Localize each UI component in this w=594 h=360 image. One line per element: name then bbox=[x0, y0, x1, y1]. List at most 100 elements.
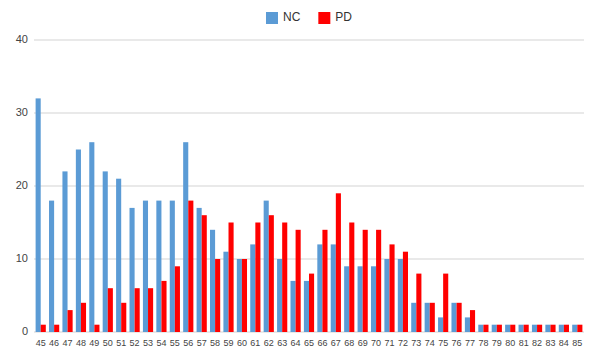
x-tick-label: 48 bbox=[76, 338, 86, 348]
bar bbox=[170, 201, 175, 332]
bar bbox=[264, 201, 269, 332]
bar bbox=[62, 171, 67, 332]
x-tick-label: 45 bbox=[36, 338, 46, 348]
x-tick-label: 53 bbox=[143, 338, 153, 348]
y-tick-label: 30 bbox=[16, 106, 28, 118]
bar bbox=[116, 179, 121, 332]
bar bbox=[143, 201, 148, 332]
x-tick-label: 52 bbox=[130, 338, 140, 348]
x-tick-label: 70 bbox=[371, 338, 381, 348]
bar bbox=[89, 142, 94, 332]
bar bbox=[510, 325, 515, 332]
bar bbox=[161, 281, 166, 332]
x-tick-label: 73 bbox=[411, 338, 421, 348]
bar bbox=[371, 266, 376, 332]
bar bbox=[336, 193, 341, 332]
x-tick-label: 69 bbox=[358, 338, 368, 348]
bar bbox=[403, 252, 408, 332]
x-tick-label: 57 bbox=[197, 338, 207, 348]
bar bbox=[425, 303, 430, 332]
bar bbox=[130, 208, 135, 332]
bar bbox=[537, 325, 542, 332]
bar bbox=[389, 244, 394, 332]
bar bbox=[559, 325, 564, 332]
bar bbox=[363, 230, 368, 332]
chart-svg: 0102030404546474849505152535455565758596… bbox=[0, 0, 594, 360]
bar bbox=[156, 201, 161, 332]
bar bbox=[572, 325, 577, 332]
bar bbox=[223, 252, 228, 332]
bar bbox=[524, 325, 529, 332]
bar bbox=[277, 259, 282, 332]
bar bbox=[545, 325, 550, 332]
bar bbox=[384, 259, 389, 332]
bar bbox=[81, 303, 86, 332]
x-tick-label: 83 bbox=[545, 338, 555, 348]
bar bbox=[202, 215, 207, 332]
bar bbox=[148, 288, 153, 332]
x-tick-label: 80 bbox=[505, 338, 515, 348]
y-tick-label: 40 bbox=[16, 33, 28, 45]
x-tick-label: 84 bbox=[559, 338, 569, 348]
x-tick-label: 47 bbox=[63, 338, 73, 348]
legend: NC PD bbox=[266, 10, 352, 24]
bar bbox=[398, 259, 403, 332]
x-tick-label: 54 bbox=[156, 338, 166, 348]
bar bbox=[269, 215, 274, 332]
bar bbox=[210, 230, 215, 332]
x-tick-label: 60 bbox=[237, 338, 247, 348]
legend-label: PD bbox=[335, 10, 352, 24]
legend-swatch bbox=[266, 12, 278, 24]
bar bbox=[317, 244, 322, 332]
bar bbox=[416, 274, 421, 332]
bar bbox=[577, 325, 582, 332]
x-tick-label: 76 bbox=[452, 338, 462, 348]
bar bbox=[255, 223, 260, 333]
bar bbox=[411, 303, 416, 332]
bar bbox=[282, 223, 287, 333]
bar bbox=[505, 325, 510, 332]
bar bbox=[188, 201, 193, 332]
x-tick-label: 65 bbox=[304, 338, 314, 348]
bar bbox=[331, 244, 336, 332]
x-tick-label: 62 bbox=[264, 338, 274, 348]
bar bbox=[290, 281, 295, 332]
bars bbox=[36, 98, 583, 332]
bar bbox=[215, 259, 220, 332]
x-tick-label: 78 bbox=[478, 338, 488, 348]
x-tick-label: 74 bbox=[425, 338, 435, 348]
bar bbox=[438, 317, 443, 332]
y-tick-label: 0 bbox=[22, 325, 28, 337]
bar bbox=[242, 259, 247, 332]
bar bbox=[296, 230, 301, 332]
bar bbox=[108, 288, 113, 332]
x-tick-label: 71 bbox=[384, 338, 394, 348]
bar bbox=[376, 230, 381, 332]
x-tick-label: 75 bbox=[438, 338, 448, 348]
bar bbox=[54, 325, 59, 332]
x-tick-label: 77 bbox=[465, 338, 475, 348]
bar bbox=[36, 98, 41, 332]
bar bbox=[519, 325, 524, 332]
bar bbox=[465, 317, 470, 332]
x-tick-label: 79 bbox=[492, 338, 502, 348]
bar bbox=[443, 274, 448, 332]
bar bbox=[451, 303, 456, 332]
bar bbox=[41, 325, 46, 332]
bar bbox=[237, 259, 242, 332]
x-tick-label: 81 bbox=[519, 338, 529, 348]
x-tick-label: 50 bbox=[103, 338, 113, 348]
bar bbox=[304, 281, 309, 332]
x-tick-label: 58 bbox=[210, 338, 220, 348]
x-tick-label: 63 bbox=[277, 338, 287, 348]
x-tick-label: 49 bbox=[89, 338, 99, 348]
bar bbox=[103, 171, 108, 332]
bar bbox=[250, 244, 255, 332]
legend-label: NC bbox=[283, 10, 301, 24]
bar bbox=[175, 266, 180, 332]
bar bbox=[344, 266, 349, 332]
y-tick-label: 10 bbox=[16, 252, 28, 264]
x-tick-label: 55 bbox=[170, 338, 180, 348]
x-tick-label: 61 bbox=[250, 338, 260, 348]
legend-item: PD bbox=[318, 10, 352, 24]
